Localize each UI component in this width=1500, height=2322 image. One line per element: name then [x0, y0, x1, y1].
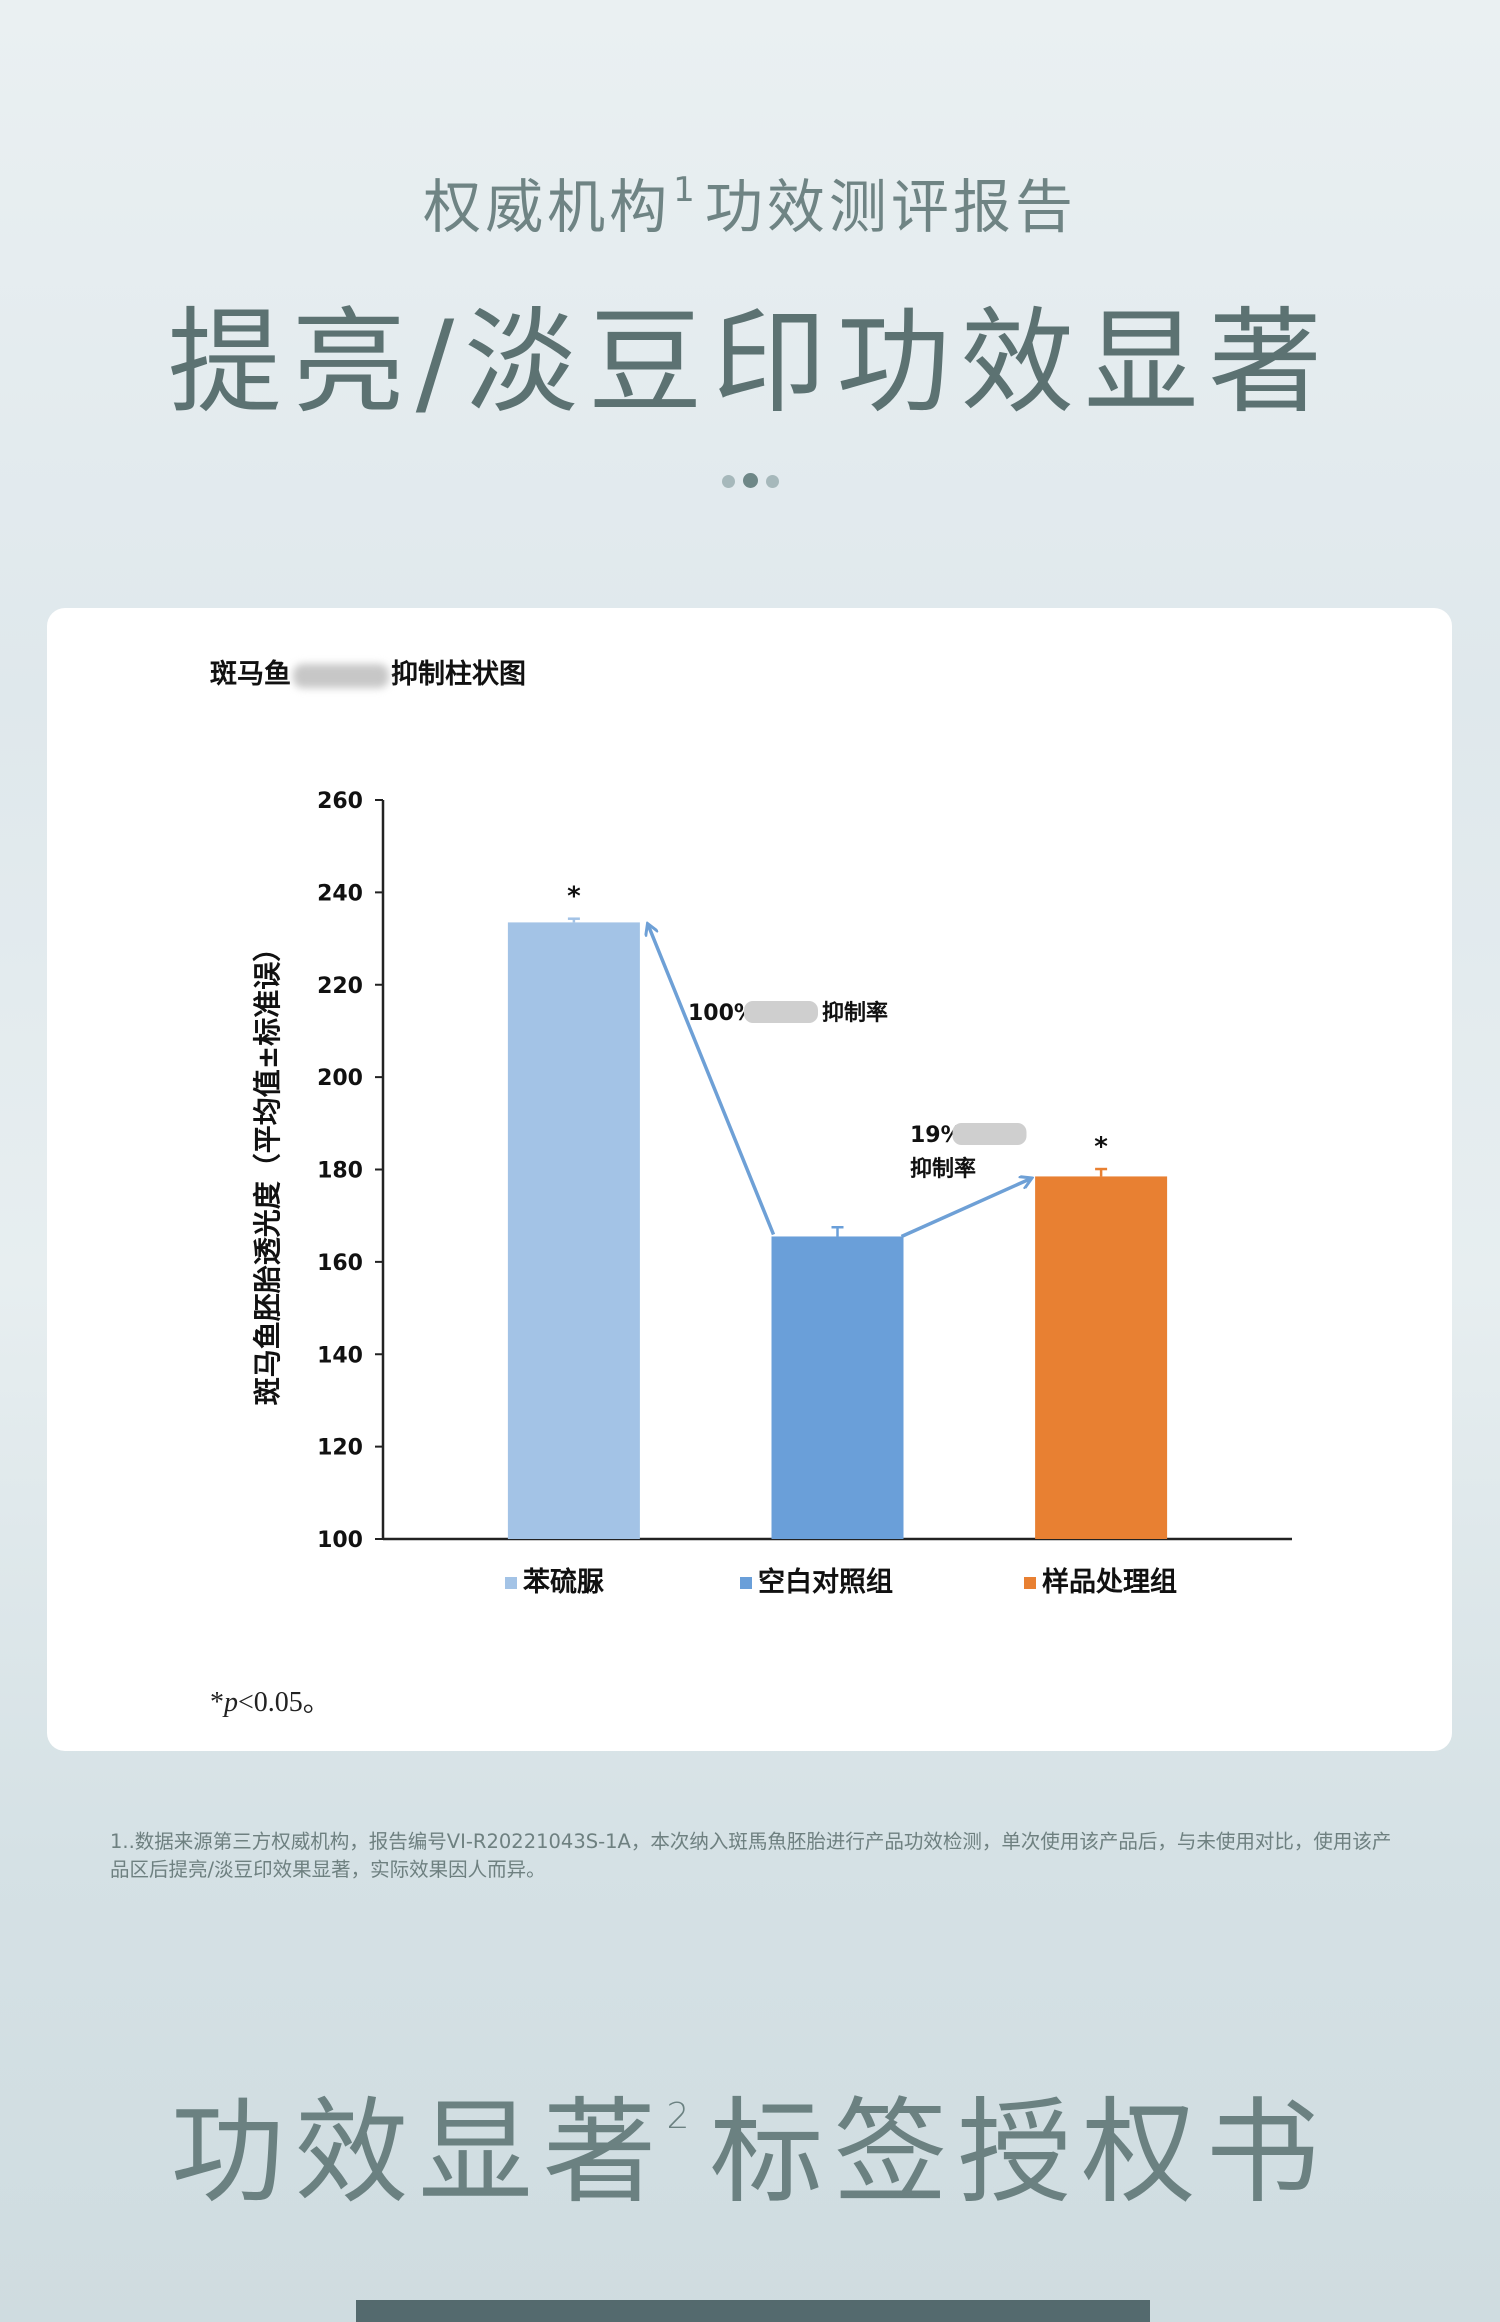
annotation-19-label: 抑制率	[910, 1156, 976, 1182]
subtitle-footnote-mark: 1	[673, 170, 699, 210]
carousel-dot[interactable]	[765, 475, 779, 488]
next-section-image	[356, 2300, 1150, 2322]
significance-marker: *	[1094, 1132, 1108, 1162]
bar-2	[771, 1236, 904, 1539]
redacted-text	[744, 1001, 818, 1023]
legend-swatch	[505, 1577, 517, 1589]
bar-1	[507, 922, 640, 1539]
chart-title-prefix: 斑马鱼	[210, 659, 291, 690]
annotation-100: 100% 抑制率	[688, 1000, 888, 1026]
significance-text: *p<0.05。	[210, 1687, 331, 1718]
significance-marker: *	[567, 882, 581, 912]
carousel-dot[interactable]	[721, 475, 735, 488]
bar-chart: 100 120 140 160 180 200 220 240 260 斑马鱼胚胎透光度（平均值±…	[251, 789, 1292, 1598]
subtitle-rest: 功效测评报告	[704, 173, 1077, 241]
redacted-text	[952, 1123, 1027, 1145]
section-title: 功效显著2标签授权书	[0, 2060, 1500, 2225]
y-tick-label: 100	[317, 1528, 363, 1553]
carousel-dot-active[interactable]	[742, 473, 758, 488]
y-axis-label: 斑马鱼胚胎透光度（平均值±标准误）	[251, 934, 284, 1405]
y-tick-label: 140	[317, 1343, 363, 1368]
chart-title: 斑马鱼 抑制柱状图	[210, 652, 526, 691]
annotation-19: 19%抑制率	[910, 1123, 1027, 1182]
bar-3	[1035, 1176, 1168, 1539]
y-tick-label: 200	[317, 1066, 363, 1091]
arrow-100	[648, 924, 776, 1236]
annotation-100-label: 抑制率	[822, 1000, 888, 1026]
chart-title-suffix: 抑制柱状图	[391, 659, 526, 690]
legend-swatch	[740, 1577, 752, 1589]
legend-swatch	[1024, 1577, 1036, 1589]
y-tick-label: 220	[317, 974, 363, 999]
section-title-footnote-mark: 2	[666, 2096, 700, 2137]
legend-label-1: 苯硫脲	[522, 1566, 604, 1598]
redacted-text	[293, 663, 389, 688]
source-note: 1..数据来源第三方权威机构，报告编号VI-R20221043S-1A，本次纳入…	[110, 1830, 1392, 1881]
significance-footnote: *p<0.05。	[210, 1680, 331, 1720]
page-title: 提亮/淡豆印功效显著	[167, 296, 1333, 429]
y-tick-label: 120	[317, 1436, 363, 1461]
carousel-dots[interactable]	[0, 473, 1500, 492]
section-title-rest: 标签授权书	[709, 2086, 1330, 2219]
legend-label-3: 样品处理组	[1042, 1566, 1177, 1598]
arrow-19	[900, 1178, 1032, 1239]
y-tick-label: 180	[317, 1159, 363, 1184]
subtitle-text: 权威机构	[423, 173, 672, 241]
section-title-main: 功效显著	[170, 2086, 667, 2219]
y-tick-label: 240	[317, 881, 363, 906]
report-subtitle: 权威机构1 功效测评报告	[0, 160, 1500, 244]
y-tick-label: 260	[317, 789, 363, 814]
legend-label-2: 空白对照组	[758, 1566, 893, 1598]
y-tick-label: 160	[317, 1251, 363, 1276]
